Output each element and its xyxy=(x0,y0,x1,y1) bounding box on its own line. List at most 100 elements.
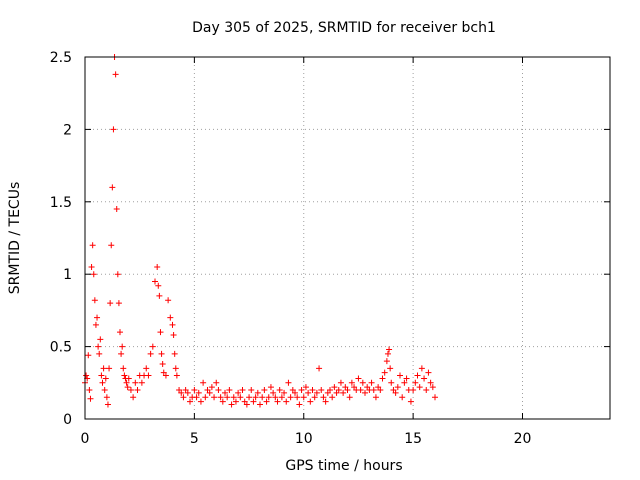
data-point xyxy=(172,365,179,372)
data-point xyxy=(123,379,130,386)
data-point xyxy=(96,350,103,357)
data-point xyxy=(115,300,122,307)
data-point xyxy=(98,372,105,379)
axis-ticks xyxy=(84,56,610,420)
data-point xyxy=(346,394,353,401)
data-point xyxy=(276,387,283,394)
data-point xyxy=(230,394,237,401)
data-point xyxy=(267,384,274,391)
data-point xyxy=(121,372,128,379)
data-point xyxy=(383,358,390,365)
data-point xyxy=(237,394,244,401)
data-points xyxy=(82,54,438,408)
data-point xyxy=(222,389,228,396)
data-point xyxy=(88,263,95,270)
data-point xyxy=(200,379,207,386)
data-point xyxy=(109,184,116,191)
data-point xyxy=(252,394,259,401)
data-point xyxy=(274,398,281,405)
data-point xyxy=(248,387,255,394)
data-point xyxy=(254,389,261,396)
data-point xyxy=(403,375,410,382)
data-point xyxy=(94,314,101,321)
data-point xyxy=(149,343,156,350)
x-tick-label: 15 xyxy=(404,431,422,447)
data-point xyxy=(370,387,377,394)
data-point xyxy=(87,395,94,402)
data-point xyxy=(311,394,318,401)
data-point xyxy=(169,321,176,328)
data-point xyxy=(91,297,98,304)
data-point xyxy=(90,271,97,278)
data-point xyxy=(97,336,104,343)
data-point xyxy=(281,389,288,396)
y-axis-label: SRMTID / TECUs xyxy=(7,182,23,295)
data-point xyxy=(127,387,134,394)
data-point xyxy=(261,387,268,394)
data-point xyxy=(320,394,327,401)
data-point xyxy=(298,387,305,394)
data-point xyxy=(368,379,375,386)
y-tick-label: 0.5 xyxy=(50,340,72,356)
data-point xyxy=(208,384,215,391)
data-point xyxy=(335,387,342,394)
data-point xyxy=(246,394,253,401)
data-point xyxy=(407,398,414,405)
data-point xyxy=(107,300,114,307)
data-point xyxy=(285,379,292,386)
data-point xyxy=(162,372,169,379)
data-point xyxy=(287,394,294,401)
data-point xyxy=(99,379,106,386)
data-point xyxy=(100,365,107,372)
data-point xyxy=(272,394,279,401)
data-point xyxy=(348,379,355,386)
data-point xyxy=(184,389,191,396)
data-point xyxy=(95,343,102,350)
data-point xyxy=(143,365,150,372)
data-point xyxy=(397,372,403,379)
data-point xyxy=(292,389,298,396)
data-point xyxy=(340,389,347,396)
data-point xyxy=(193,394,200,401)
data-point xyxy=(423,387,430,394)
data-point xyxy=(239,387,246,394)
data-point xyxy=(394,384,401,391)
data-point xyxy=(156,292,163,299)
data-point xyxy=(418,365,425,372)
data-point xyxy=(416,384,423,391)
data-point xyxy=(329,394,336,401)
data-point xyxy=(387,365,394,372)
data-point xyxy=(124,384,131,391)
data-point xyxy=(359,379,366,386)
data-point xyxy=(331,384,338,391)
data-point xyxy=(117,329,123,336)
y-tick-label: 0 xyxy=(63,412,72,428)
data-point xyxy=(92,321,99,328)
data-point xyxy=(113,206,120,213)
data-point xyxy=(309,387,316,394)
data-point xyxy=(165,297,172,304)
data-point xyxy=(421,375,428,382)
data-point xyxy=(219,398,226,405)
data-point xyxy=(120,365,127,372)
data-point xyxy=(152,278,158,285)
data-point xyxy=(155,282,162,289)
data-point xyxy=(388,379,395,386)
data-point xyxy=(157,329,164,336)
data-point xyxy=(307,398,314,405)
data-point xyxy=(357,387,364,394)
data-point xyxy=(362,389,368,396)
data-point xyxy=(344,387,351,394)
data-point xyxy=(167,314,174,321)
data-point xyxy=(377,387,384,394)
data-point xyxy=(138,379,145,386)
data-point xyxy=(103,394,110,401)
x-tick-label: 20 xyxy=(514,431,532,447)
data-point xyxy=(112,71,119,78)
data-point xyxy=(202,394,209,401)
data-point xyxy=(232,398,239,405)
data-point xyxy=(211,394,218,401)
data-point xyxy=(432,394,438,401)
